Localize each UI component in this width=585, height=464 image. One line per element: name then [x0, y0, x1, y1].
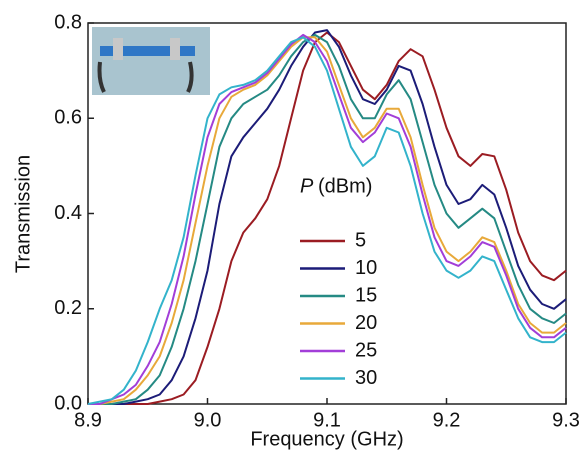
- legend-label: 25: [355, 339, 377, 361]
- x-axis-label: Frequency (GHz): [250, 428, 403, 450]
- x-tick-label: 9.2: [433, 409, 461, 431]
- x-tick-label: 9.1: [313, 409, 341, 431]
- y-tick-label: 0.8: [54, 11, 82, 33]
- series-line: [87, 36, 567, 405]
- series-line: [88, 36, 567, 405]
- legend-label: 15: [355, 284, 377, 306]
- series-line: [88, 31, 567, 405]
- x-tick-label: 9.0: [194, 409, 222, 431]
- series-line: [88, 33, 567, 405]
- legend-label: 20: [355, 312, 377, 334]
- legend-title-unit: (dBm): [318, 175, 372, 197]
- legend-label: 30: [355, 367, 377, 389]
- y-tick-label: 0.4: [54, 202, 82, 224]
- y-tick-label: 0.6: [54, 107, 82, 129]
- legend-title-symbol: P: [300, 175, 314, 197]
- series-line: [88, 33, 567, 405]
- x-tick-label: 8.9: [74, 409, 102, 431]
- legend-label: 5: [355, 229, 366, 251]
- inset-photo: [92, 27, 210, 95]
- y-tick-label: 0.2: [54, 297, 82, 319]
- y-tick-label: 0.0: [54, 392, 82, 414]
- series-line: [88, 29, 567, 405]
- y-axis-label: Transmission: [12, 155, 34, 273]
- legend-label: 10: [355, 257, 377, 279]
- x-tick-label: 9.3: [552, 409, 580, 431]
